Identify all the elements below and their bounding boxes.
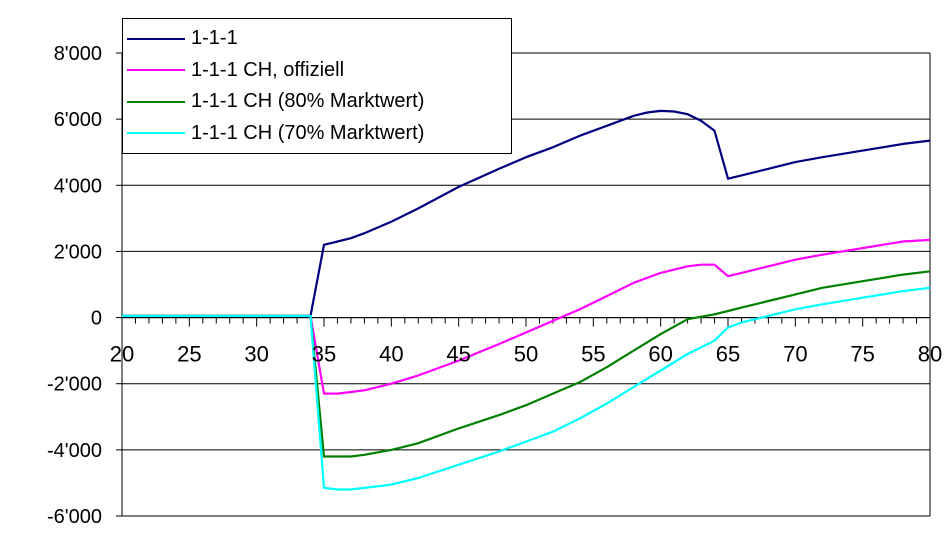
x-tick-label: 30: [244, 342, 268, 367]
legend-label: 1-1-1 CH (70% Marktwert): [191, 121, 425, 144]
legend-item: 1-1-1 CH (70% Marktwert): [127, 118, 511, 150]
series-line: [122, 270, 931, 458]
x-tick-label: 60: [648, 342, 672, 367]
series-lines: [122, 109, 931, 491]
tick-labels: -6'000 -4'000 -2'000 0 2'000 4'000 6'000 8'000 2…: [47, 43, 942, 528]
y-tick-label: -2'000: [47, 374, 102, 396]
y-tick-label: 6'000: [54, 109, 102, 131]
legend-item: 1-1-1 CH (80% Marktwert): [127, 86, 511, 118]
x-tick-label: 25: [177, 342, 201, 367]
y-tick-label: 8'000: [54, 43, 102, 65]
x-tick-label: 45: [446, 342, 470, 367]
series-line: [122, 238, 931, 395]
x-tick-label: 20: [110, 342, 134, 367]
x-tick-label: 70: [783, 342, 807, 367]
series-line: [122, 286, 931, 491]
legend-swatch: [127, 37, 185, 40]
x-tick-label: 55: [581, 342, 605, 367]
y-tick-label: 2'000: [54, 241, 102, 263]
x-tick-label: 65: [716, 342, 740, 367]
x-tick-label: 40: [379, 342, 403, 367]
x-tick-label: 50: [514, 342, 538, 367]
legend-label: 1-1-1: [191, 27, 238, 50]
legend-swatch: [127, 100, 185, 103]
y-tick-label: 4'000: [54, 175, 102, 197]
legend-label: 1-1-1 CH (80% Marktwert): [191, 90, 425, 113]
x-tick-label: 75: [850, 342, 874, 367]
legend-swatch: [127, 69, 185, 72]
legend-item: 1-1-1: [127, 23, 511, 55]
y-tick-label: -4'000: [47, 440, 102, 462]
legend-swatch: [127, 132, 185, 135]
legend-item: 1-1-1 CH, offiziell: [127, 55, 511, 87]
x-tick-label: 80: [918, 342, 942, 367]
y-tick-label: 0: [91, 308, 102, 330]
legend: 1-1-1 1-1-1 CH, offiziell 1-1-1 CH (80% …: [122, 18, 512, 154]
x-tick-label: 35: [312, 342, 336, 367]
series-line: [122, 109, 931, 317]
y-tick-label: -6'000: [47, 506, 102, 528]
legend-label: 1-1-1 CH, offiziell: [191, 58, 345, 81]
